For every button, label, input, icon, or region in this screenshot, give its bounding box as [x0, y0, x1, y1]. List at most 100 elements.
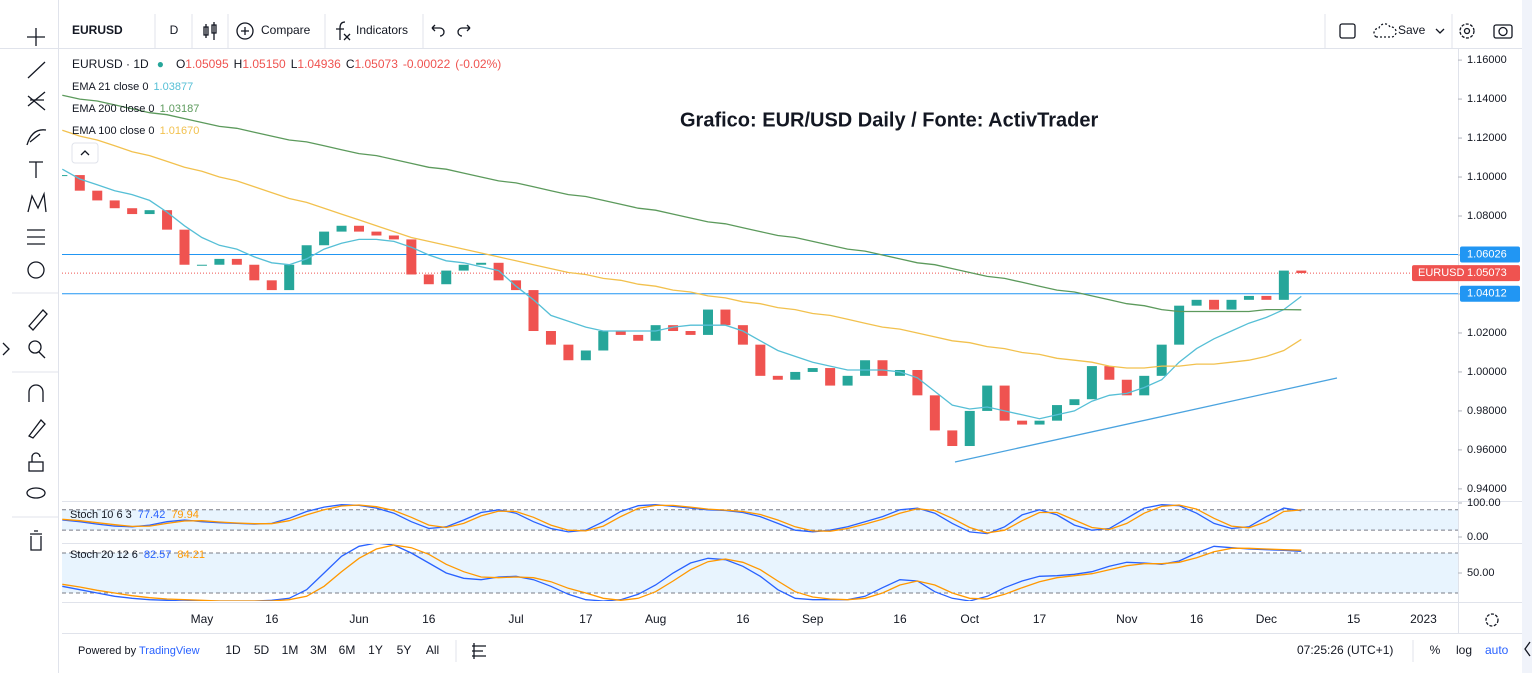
ema-line: [62, 129, 1302, 369]
undo-button[interactable]: [431, 24, 445, 37]
y-tick-label: 0.98000: [1467, 405, 1507, 417]
legend-header: EURUSD · 1D ● O1.05095 H1.05150 L1.04936 C1.0…: [72, 57, 501, 71]
stoch-value: 82.57: [144, 549, 172, 561]
text-tool[interactable]: [29, 161, 43, 178]
candle: [196, 264, 207, 266]
save-menu[interactable]: [1435, 28, 1445, 34]
save-button[interactable]: Save: [1398, 23, 1426, 37]
stoch-value: 84.21: [177, 549, 205, 561]
y-tick-label: 1.08000: [1467, 210, 1507, 222]
candle: [423, 274, 434, 285]
candle: [825, 368, 836, 386]
price-tag-label: 1.05073: [1467, 267, 1507, 279]
snapshot-button[interactable]: [1493, 24, 1513, 39]
x-tick-label: 16: [265, 612, 279, 626]
candle: [179, 229, 190, 265]
candle: [947, 430, 958, 447]
auto-toggle[interactable]: auto: [1485, 643, 1509, 657]
x-tick-label: 16: [422, 612, 436, 626]
candle: [1226, 299, 1237, 310]
icons-tool[interactable]: [27, 261, 45, 279]
brush-tool[interactable]: [26, 129, 47, 146]
x-tick-label: 16: [893, 612, 907, 626]
settings-button[interactable]: [1459, 23, 1475, 39]
range-button[interactable]: 3M: [310, 643, 327, 657]
x-tick-label: Nov: [1116, 612, 1137, 626]
chart-style-button[interactable]: [203, 22, 217, 40]
brand-link[interactable]: TradingView: [139, 645, 200, 657]
lock-shackle: [31, 452, 41, 462]
candle: [284, 264, 295, 291]
x-tick-label: 17: [579, 612, 593, 626]
price-pane: [62, 94, 1458, 447]
candle: [249, 264, 260, 281]
candle: [929, 395, 940, 431]
candle: [231, 258, 242, 265]
axis-settings[interactable]: [1485, 613, 1499, 627]
goto-date-button[interactable]: [472, 643, 486, 659]
candle: [790, 371, 801, 380]
candle: [301, 245, 312, 265]
change-pct: (-0.02%): [455, 57, 501, 71]
candle: [127, 208, 138, 215]
range-button[interactable]: 5Y: [397, 643, 412, 657]
top-toolbar: EURUSD D Compare Indicators Save: [72, 14, 1513, 48]
y-tick-label: 1.12000: [1467, 132, 1507, 144]
x-tick-label: 15: [1347, 612, 1361, 626]
range-button[interactable]: 6M: [339, 643, 356, 657]
x-tick-label: Jun: [349, 612, 368, 626]
expand-left[interactable]: [2, 342, 10, 356]
ema-legend-row: EMA 21 close 0 1.03877: [72, 81, 193, 93]
candle: [144, 210, 155, 215]
log-toggle[interactable]: log: [1456, 643, 1472, 657]
remove-tool[interactable]: [30, 530, 42, 551]
stoch-value: 77.42: [138, 509, 166, 521]
candle: [1243, 295, 1254, 300]
legend-collapse-icon: [80, 150, 90, 156]
symbol-button[interactable]: EURUSD: [72, 23, 123, 37]
candle: [371, 231, 382, 236]
range-button[interactable]: 5D: [254, 643, 270, 657]
interval-button[interactable]: D: [170, 23, 179, 37]
zoom-tool[interactable]: [28, 340, 42, 354]
pattern-tool[interactable]: [27, 191, 47, 213]
draw-mode-tool[interactable]: [28, 419, 46, 439]
candle: [1104, 366, 1115, 380]
indicators-button[interactable]: Indicators: [356, 23, 408, 37]
trendline-tool[interactable]: [27, 61, 46, 79]
candle: [458, 264, 469, 271]
visibility-tool[interactable]: [26, 487, 46, 499]
candle: [493, 262, 504, 281]
compare-button[interactable]: Compare: [261, 23, 311, 37]
magnet-tool[interactable]: [28, 384, 44, 402]
change: -0.00022: [403, 57, 451, 71]
fullscreen-button[interactable]: [1339, 23, 1356, 39]
candle: [598, 331, 609, 351]
redo-button[interactable]: [457, 24, 471, 37]
prediction-tool[interactable]: [27, 229, 45, 245]
crosshair-tool[interactable]: [27, 28, 45, 46]
fib-tool[interactable]: [27, 91, 46, 111]
trend-line-drawing[interactable]: [954, 377, 1338, 463]
x-tick-label: 16: [736, 612, 750, 626]
candle: [1296, 270, 1307, 274]
candle: [388, 235, 399, 240]
legend-collapse[interactable]: [71, 142, 99, 164]
range-button[interactable]: All: [426, 643, 439, 657]
collapse-right[interactable]: [1524, 641, 1531, 657]
candle: [1121, 379, 1132, 396]
candle: [1086, 366, 1097, 400]
compare-icon: [236, 22, 254, 40]
measure-tool[interactable]: [28, 309, 48, 331]
x-tick-label: 16: [1190, 612, 1204, 626]
stoch-band: [62, 553, 1458, 593]
range-button[interactable]: 1Y: [368, 643, 383, 657]
candle: [74, 175, 85, 191]
lock-tool[interactable]: [28, 461, 44, 472]
range-button[interactable]: 1M: [282, 643, 299, 657]
candle: [1174, 305, 1185, 345]
range-button[interactable]: 1D: [225, 643, 241, 657]
percent-toggle[interactable]: %: [1430, 643, 1441, 657]
candle: [476, 262, 487, 265]
